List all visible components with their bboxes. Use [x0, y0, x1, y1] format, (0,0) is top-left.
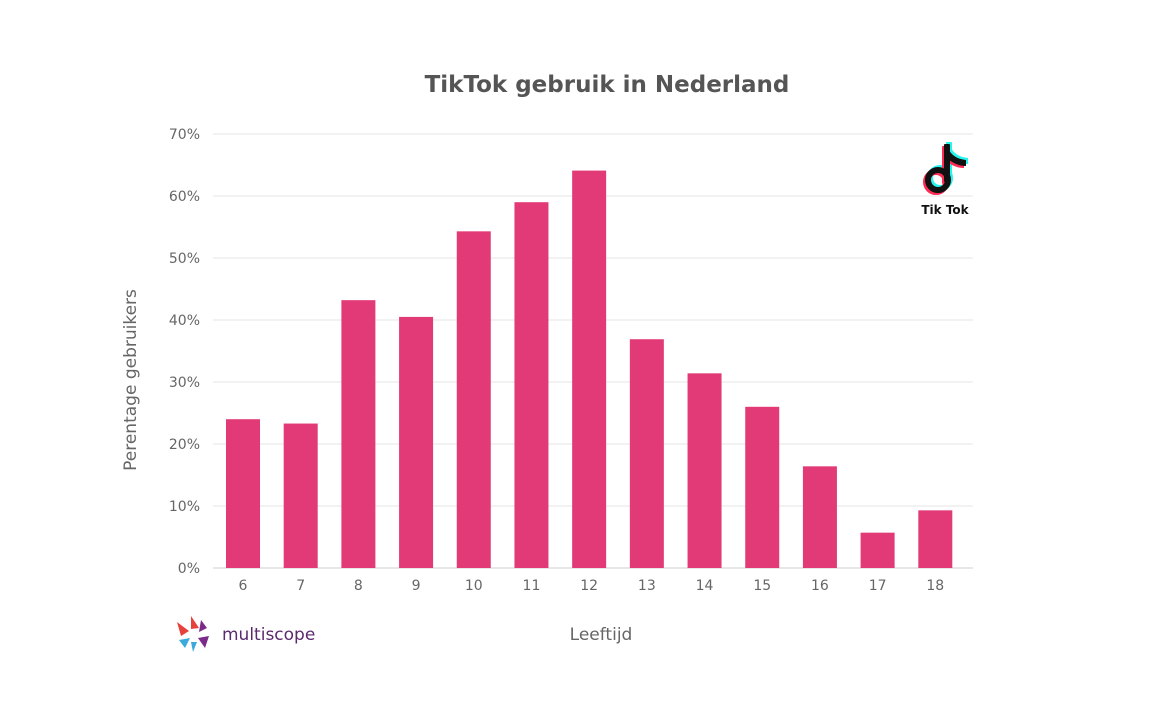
- x-tick-label: 9: [412, 578, 421, 594]
- bar-age-15: [745, 406, 780, 568]
- bar-age-6: [226, 419, 260, 568]
- bar-age-7: [283, 423, 318, 568]
- y-tick-label: 20%: [169, 437, 200, 453]
- multiscope-brand: multiscope: [177, 616, 315, 652]
- tiktok-logo: Tik Tok: [921, 142, 970, 217]
- bar-age-17: [860, 532, 895, 568]
- y-axis-ticks: 0% 10% 20% 30% 40% 50% 60% 70%: [169, 127, 200, 577]
- x-tick-label: 13: [638, 578, 656, 594]
- y-tick-label: 0%: [178, 561, 200, 577]
- multiscope-brand-name: multiscope: [222, 625, 315, 645]
- bar-age-12: [572, 170, 607, 568]
- x-axis-label: Leeftijd: [570, 625, 633, 645]
- x-axis-ticks: 6 7 8 9 10 11 12 13 14 15 16 17 18: [239, 578, 945, 594]
- x-tick-label: 16: [811, 578, 829, 594]
- bar-age-10: [456, 231, 491, 568]
- bar-age-8: [341, 300, 376, 568]
- y-tick-label: 30%: [169, 375, 200, 391]
- bar-age-18: [918, 510, 953, 568]
- y-tick-label: 50%: [169, 251, 200, 267]
- chart-title: TikTok gebruik in Nederland: [425, 72, 790, 98]
- bar-age-13: [629, 339, 664, 568]
- y-axis-label: Perentage gebruikers: [121, 289, 141, 471]
- x-tick-label: 12: [580, 578, 598, 594]
- multiscope-logo-icon: [177, 616, 209, 652]
- y-tick-label: 40%: [169, 313, 200, 329]
- bar-age-16: [802, 466, 837, 568]
- bar-age-14: [687, 373, 722, 568]
- x-tick-label: 14: [696, 578, 714, 594]
- x-tick-label: 18: [926, 578, 944, 594]
- x-tick-label: 11: [523, 578, 541, 594]
- tiktok-note-icon: [923, 142, 968, 195]
- x-tick-label: 8: [354, 578, 363, 594]
- x-tick-label: 10: [465, 578, 483, 594]
- x-tick-label: 17: [869, 578, 887, 594]
- bar-age-11: [514, 202, 549, 568]
- tiktok-label: Tik Tok: [921, 203, 969, 217]
- x-tick-label: 7: [296, 578, 305, 594]
- bar-age-9: [399, 316, 434, 568]
- x-tick-label: 6: [239, 578, 248, 594]
- y-tick-label: 60%: [169, 189, 200, 205]
- y-tick-label: 10%: [169, 499, 200, 515]
- x-tick-label: 15: [753, 578, 771, 594]
- bars: [226, 170, 953, 568]
- y-tick-label: 70%: [169, 127, 200, 143]
